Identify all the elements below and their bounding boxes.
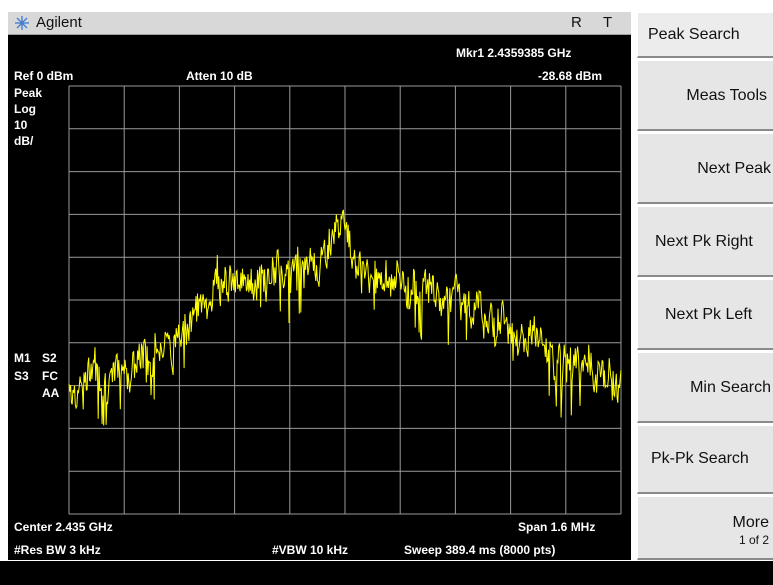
annotation-m1: M1 <box>14 351 31 365</box>
status-bar <box>0 561 773 585</box>
title-bar: Agilent R T <box>8 12 631 35</box>
center-frequency: Center 2.435 GHz <box>14 520 113 534</box>
softkey-menu: Peak Search Meas Tools Next Peak Next Pk… <box>637 12 773 560</box>
resolution-bandwidth: #Res BW 3 kHz <box>14 543 101 557</box>
spectrum-trace <box>68 209 622 426</box>
trigger-indicator: T <box>603 14 613 31</box>
sweep-time: Sweep 389.4 ms (8000 pts) <box>404 543 556 557</box>
min-search-button[interactable]: Min Search <box>637 352 773 423</box>
annotation-fc: FC <box>42 369 58 383</box>
span: Span 1.6 MHz <box>518 520 596 534</box>
more-button[interactable]: More 1 of 2 <box>637 496 773 560</box>
annotation-s3: S3 <box>14 369 29 383</box>
attenuation: Atten 10 dB <box>186 69 253 83</box>
marker-readout-amplitude: -28.68 dBm <box>538 69 603 83</box>
next-pk-left-label: Next Pk Left <box>665 306 753 323</box>
pk-pk-search-button[interactable]: Pk-Pk Search <box>637 425 773 494</box>
graticule <box>68 85 622 515</box>
pk-pk-search-label: Pk-Pk Search <box>651 450 749 467</box>
more-page-indicator: 1 of 2 <box>738 533 769 547</box>
scale-type: Log <box>14 102 36 116</box>
video-bandwidth: #VBW 10 kHz <box>272 543 349 557</box>
softkey-menu-title-label: Peak Search <box>648 26 740 43</box>
next-pk-right-button[interactable]: Next Pk Right <box>637 206 773 277</box>
detector-label: Peak <box>14 86 43 100</box>
remote-indicator: R <box>571 14 582 31</box>
more-label: More <box>732 514 769 531</box>
scale-value: 10 <box>14 118 28 132</box>
annotation-s2: S2 <box>42 351 57 365</box>
next-peak-label: Next Peak <box>697 160 771 177</box>
brand-name: Agilent <box>36 14 82 31</box>
marker-readout-frequency: Mkr1 2.4359385 GHz <box>456 46 572 60</box>
agilent-logo-icon <box>15 16 29 30</box>
reference-level: Ref 0 dBm <box>14 69 74 83</box>
spectrum-graph: 1 <box>68 85 622 515</box>
meas-tools-button[interactable]: Meas Tools <box>637 60 773 131</box>
next-pk-right-label: Next Pk Right <box>655 233 753 250</box>
scale-unit: dB/ <box>14 134 34 148</box>
softkey-menu-title: Peak Search <box>637 12 773 58</box>
next-peak-button[interactable]: Next Peak <box>637 133 773 204</box>
min-search-label: Min Search <box>690 379 771 396</box>
next-pk-left-button[interactable]: Next Pk Left <box>637 279 773 350</box>
annotation-aa: AA <box>42 386 60 400</box>
meas-tools-label: Meas Tools <box>686 87 767 104</box>
analyzer-display: Mkr1 2.4359385 GHz -28.68 dBm Ref 0 dBm … <box>8 35 631 560</box>
